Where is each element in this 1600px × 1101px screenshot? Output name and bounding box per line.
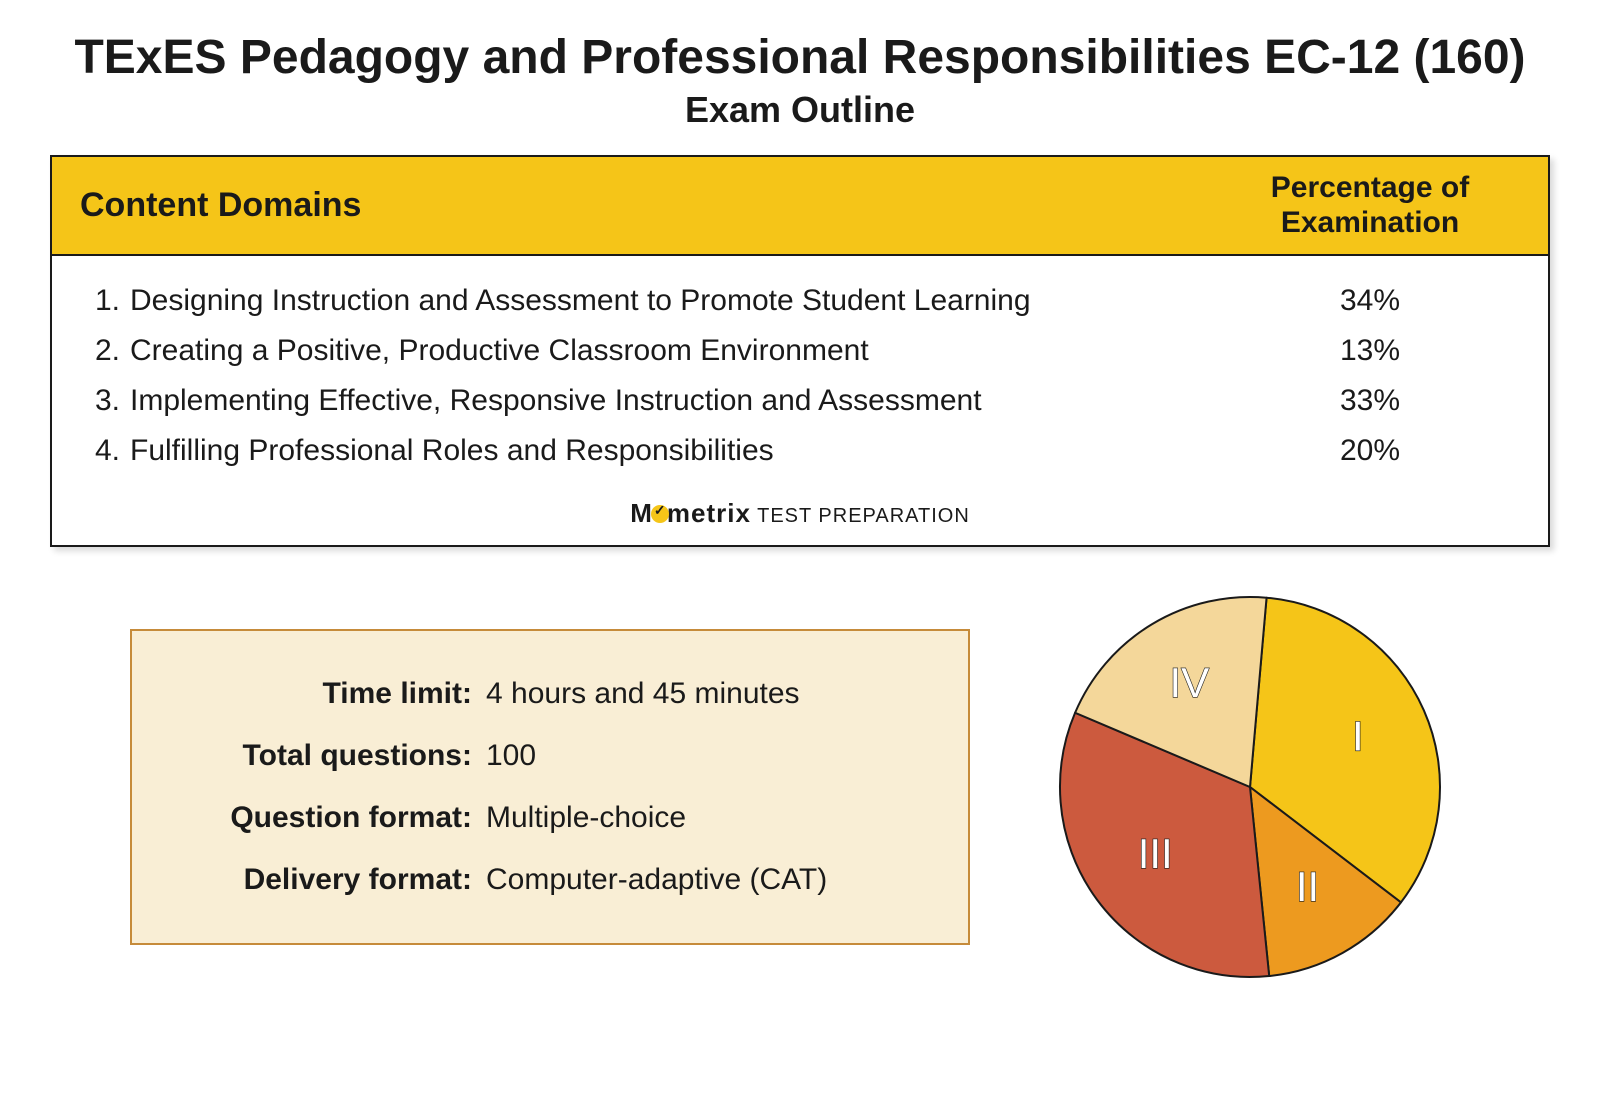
pie-slice-label: II — [1296, 863, 1319, 910]
domain-percentage: 20% — [1220, 434, 1520, 468]
info-key: Question format: — [172, 801, 472, 835]
exam-info-box: Time limit: 4 hours and 45 minutes Total q… — [130, 629, 970, 945]
content-domains-table: Content Domains Percentage of Examinatio… — [50, 155, 1550, 547]
domain-percentage: 13% — [1220, 334, 1520, 368]
page-title: TExES Pedagogy and Professional Responsi… — [50, 30, 1550, 85]
brand-test-prep: TEST PREPARATION — [751, 505, 970, 527]
domain-number: 4. — [80, 434, 130, 468]
info-key: Time limit: — [172, 677, 472, 711]
domain-label: Fulfilling Professional Roles and Respon… — [130, 434, 1220, 468]
info-key: Total questions: — [172, 739, 472, 773]
info-value: 100 — [486, 739, 928, 773]
info-row: Question format: Multiple-choice — [172, 787, 928, 849]
brand-logo-metrix: metrix — [667, 498, 751, 528]
table-body: 1.Designing Instruction and Assessment t… — [52, 256, 1548, 484]
page-subtitle: Exam Outline — [50, 89, 1550, 131]
table-row: 1.Designing Instruction and Assessment t… — [80, 276, 1520, 326]
pie-slice-label: I — [1352, 713, 1364, 760]
info-value: Multiple-choice — [486, 801, 928, 835]
info-key: Delivery format: — [172, 863, 472, 897]
pie-slice-label: III — [1138, 830, 1173, 877]
domain-label: Designing Instruction and Assessment to … — [130, 284, 1220, 318]
domain-label: Creating a Positive, Productive Classroo… — [130, 334, 1220, 368]
domain-percentage: 33% — [1220, 384, 1520, 418]
info-row: Time limit: 4 hours and 45 minutes — [172, 663, 928, 725]
domain-number: 2. — [80, 334, 130, 368]
pie-chart: IIIIIIIV — [1050, 587, 1450, 987]
info-row: Total questions: 100 — [172, 725, 928, 787]
header-percentage: Percentage of Examination — [1220, 171, 1520, 240]
info-value: 4 hours and 45 minutes — [486, 677, 928, 711]
brand-logo-m: M — [630, 498, 653, 528]
checkmark-icon — [651, 505, 669, 523]
domain-label: Implementing Effective, Responsive Instr… — [130, 384, 1220, 418]
table-row: 3.Implementing Effective, Responsive Ins… — [80, 376, 1520, 426]
domain-percentage: 34% — [1220, 284, 1520, 318]
pie-chart-container: IIIIIIIV — [1030, 587, 1470, 987]
header-domains: Content Domains — [80, 186, 1220, 225]
table-row: 4.Fulfilling Professional Roles and Resp… — [80, 426, 1520, 476]
brand-footer: Mmetrix TEST PREPARATION — [52, 484, 1548, 545]
table-header-row: Content Domains Percentage of Examinatio… — [52, 157, 1548, 256]
info-row: Delivery format: Computer-adaptive (CAT) — [172, 849, 928, 911]
domain-number: 3. — [80, 384, 130, 418]
table-row: 2.Creating a Positive, Productive Classr… — [80, 326, 1520, 376]
info-value: Computer-adaptive (CAT) — [486, 863, 928, 897]
pie-slice-label: IV — [1169, 659, 1209, 706]
domain-number: 1. — [80, 284, 130, 318]
lower-section: Time limit: 4 hours and 45 minutes Total q… — [50, 587, 1550, 987]
